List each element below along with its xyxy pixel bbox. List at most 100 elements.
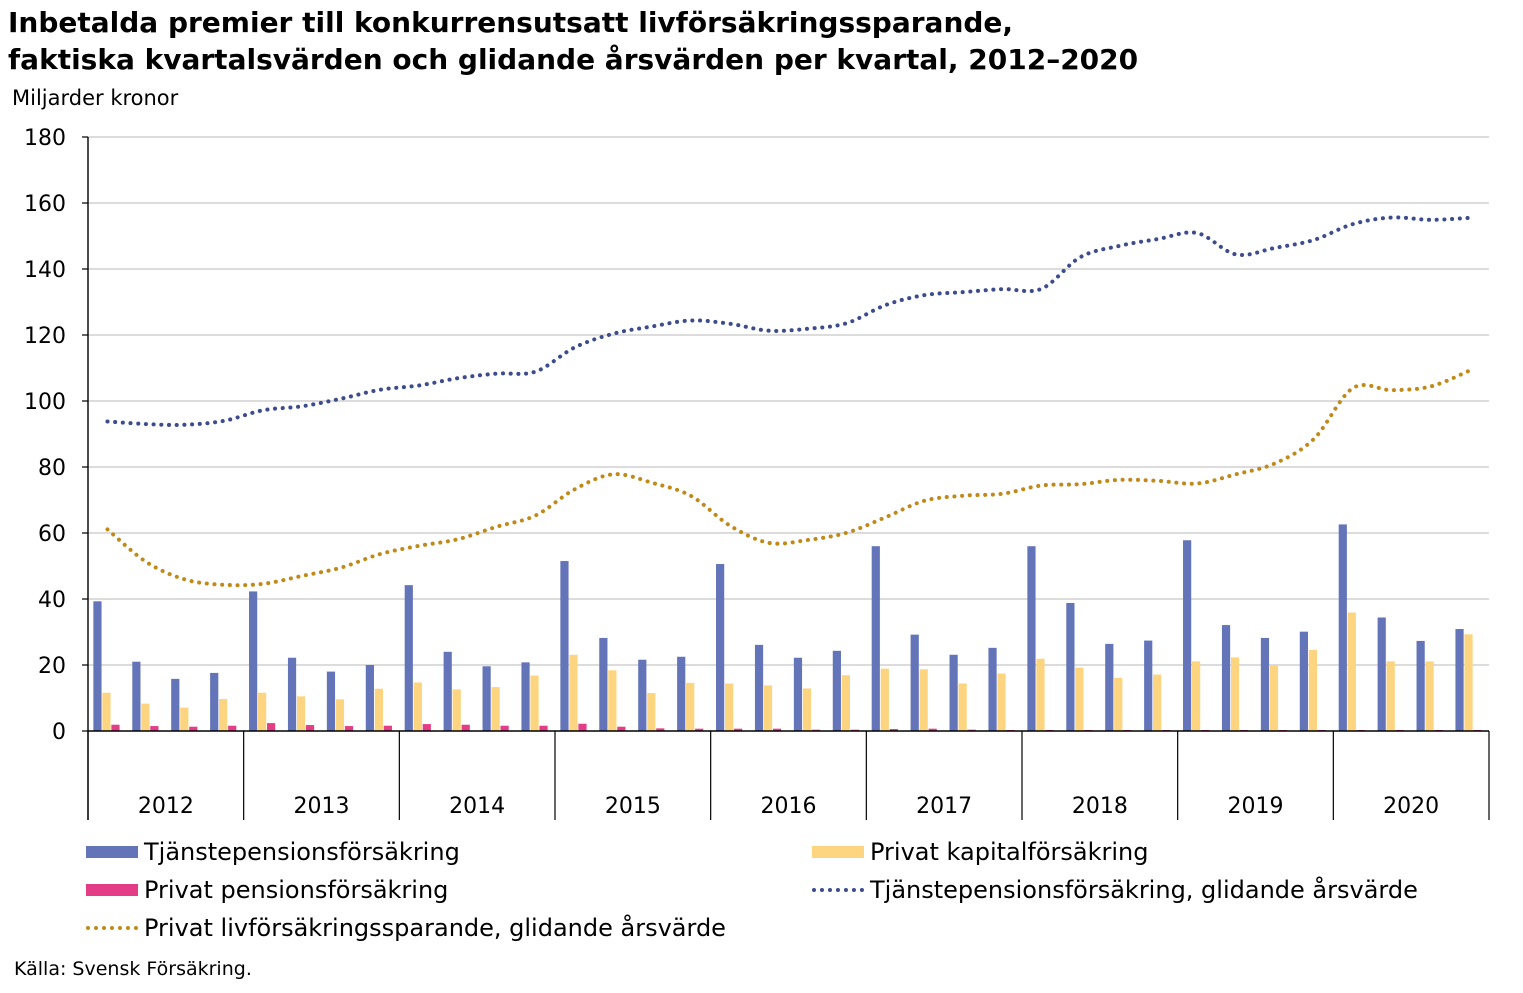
bar — [539, 725, 548, 731]
y-tick-label: 160 — [24, 192, 66, 217]
y-tick-label: 120 — [24, 324, 66, 349]
bar — [734, 728, 743, 731]
bar — [958, 683, 967, 731]
bar — [569, 654, 578, 731]
bar — [326, 671, 336, 731]
y-tick-label: 80 — [38, 456, 66, 481]
bar — [1347, 612, 1356, 731]
bar — [287, 657, 297, 731]
y-tick-label: 20 — [38, 654, 66, 679]
bar — [258, 692, 267, 731]
bar — [1144, 640, 1153, 731]
bar — [228, 725, 237, 731]
bar — [841, 675, 850, 731]
bar — [1425, 661, 1434, 731]
axes: 0 20 40 60 80 100 120 140 160 180 2012 2013 2014 2015… — [24, 126, 1490, 820]
bar — [1192, 661, 1201, 731]
bar — [638, 659, 647, 731]
bar — [461, 724, 470, 731]
bar — [219, 698, 228, 731]
x-year-label: 2018 — [1072, 794, 1128, 819]
y-tick-label: 0 — [52, 720, 66, 745]
y-tick-label: 60 — [38, 522, 66, 547]
bar — [374, 688, 383, 731]
bar — [93, 601, 102, 731]
premium-chart: 0 20 40 60 80 100 120 140 160 180 2012 2013 2014 2015… — [24, 126, 1490, 820]
bar — [695, 728, 704, 731]
bar — [647, 693, 656, 731]
bar — [997, 673, 1006, 731]
bar — [482, 666, 491, 731]
x-year-label: 2015 — [605, 794, 661, 819]
bar — [656, 728, 665, 731]
bar — [1036, 658, 1045, 731]
bar — [560, 561, 569, 731]
bar — [189, 726, 198, 731]
bar — [1464, 634, 1473, 731]
bar — [365, 665, 374, 731]
bar — [521, 662, 530, 731]
bar — [1183, 540, 1192, 731]
line-series-layer — [105, 215, 1472, 588]
bar — [422, 724, 431, 731]
bar — [1386, 661, 1395, 731]
bar — [1153, 674, 1162, 731]
bar — [578, 723, 587, 731]
bar — [180, 707, 189, 731]
x-year-label: 2017 — [916, 794, 972, 819]
x-year-label: 2014 — [449, 794, 505, 819]
y-tick-label: 140 — [24, 258, 66, 283]
bar — [305, 725, 315, 731]
bar — [1299, 631, 1308, 731]
x-year-label: 2016 — [761, 794, 817, 819]
x-year-label: 2020 — [1383, 794, 1439, 819]
bar — [1114, 677, 1123, 731]
bar — [249, 591, 258, 731]
bar — [1416, 640, 1425, 731]
bar — [793, 657, 803, 731]
bar — [150, 726, 159, 731]
chart-title-line-1: Inbetalda premier till konkurrensutsatt … — [8, 6, 1014, 39]
bar — [716, 564, 725, 731]
bar — [383, 725, 392, 731]
rolling-line — [105, 215, 1472, 427]
bar — [617, 726, 626, 731]
bar — [530, 675, 539, 731]
bar — [335, 699, 345, 731]
bar — [267, 723, 276, 731]
bar — [210, 672, 219, 731]
bar — [832, 650, 841, 731]
bar — [889, 729, 898, 731]
y-tick-label: 100 — [24, 390, 66, 415]
x-year-label: 2013 — [294, 794, 350, 819]
bar — [949, 654, 958, 731]
bar — [1066, 602, 1075, 731]
bar — [452, 689, 461, 731]
y-tick-label: 40 — [38, 588, 66, 613]
bar — [111, 724, 120, 731]
bar — [725, 683, 734, 731]
bar — [763, 685, 773, 731]
bar — [344, 726, 354, 731]
x-year-label: 2019 — [1228, 794, 1284, 819]
bar — [1308, 649, 1317, 731]
bar — [772, 728, 782, 731]
bar — [443, 651, 452, 731]
bar — [1027, 546, 1036, 731]
bar — [880, 668, 889, 731]
bar — [988, 647, 997, 731]
bar — [608, 670, 617, 731]
bar — [802, 688, 812, 731]
bar — [1105, 643, 1114, 731]
bar — [871, 546, 880, 731]
bar — [1269, 665, 1279, 731]
bar — [102, 692, 111, 731]
bar — [171, 678, 180, 731]
bar — [1260, 637, 1270, 731]
bar — [754, 644, 764, 731]
bar — [1377, 617, 1386, 731]
bar — [1455, 629, 1464, 731]
bar — [919, 669, 928, 731]
bar — [413, 682, 422, 731]
chart-title-line-2: faktiska kvartalsvärden och glidande års… — [8, 43, 1139, 76]
